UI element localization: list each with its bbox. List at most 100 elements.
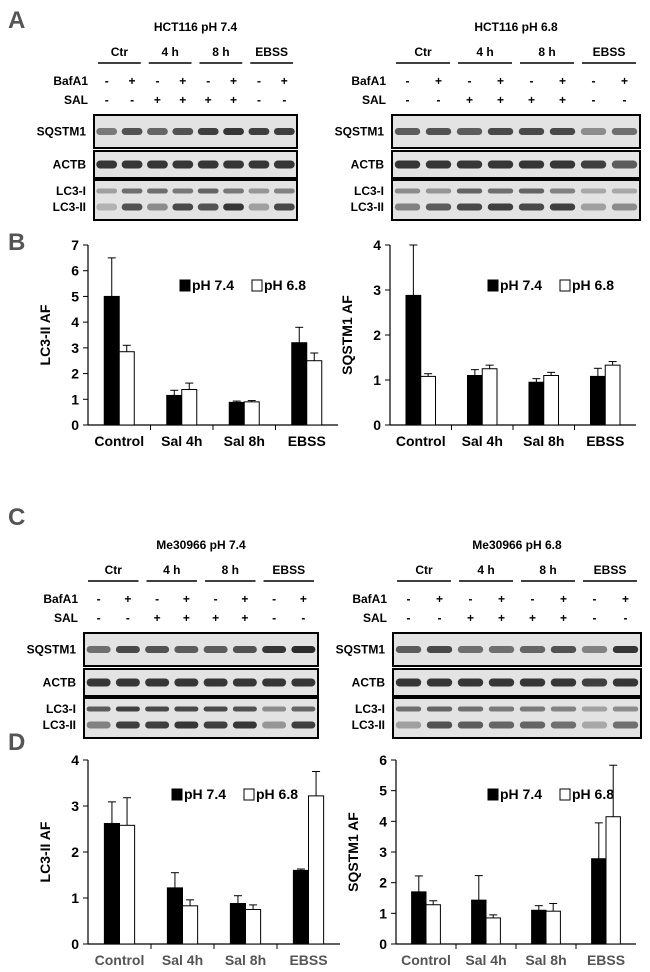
x-tick-label: Sal 4h xyxy=(465,952,506,968)
sal-sign: + xyxy=(559,93,566,107)
x-tick-label: EBSS xyxy=(288,433,326,449)
bafa1-sign: - xyxy=(257,74,261,88)
blot-band xyxy=(86,678,111,687)
bar xyxy=(181,389,198,426)
lc3ii-label: LC3-II xyxy=(53,200,86,214)
legend: pH 7.4 pH 6.8 xyxy=(179,277,306,293)
y-tick-label: 2 xyxy=(373,327,381,343)
sal-sign: - xyxy=(593,611,597,625)
blot-band xyxy=(581,721,608,729)
y-tick-label: 3 xyxy=(71,340,79,356)
panel-letter: B xyxy=(8,229,25,256)
sal-sign: + xyxy=(466,93,473,107)
blot-band xyxy=(426,678,453,687)
y-tick-label: 3 xyxy=(379,844,387,860)
bar xyxy=(605,816,621,945)
sal-sign: + xyxy=(467,611,474,625)
blot-band xyxy=(488,646,515,653)
blot-group-label: EBSS xyxy=(272,563,305,577)
blot-band xyxy=(232,706,257,712)
sal-sign: + xyxy=(498,611,505,625)
blot-band xyxy=(518,128,545,135)
blot-band xyxy=(519,721,546,729)
bafa1-sign: + xyxy=(435,74,442,88)
bafa1-sign: - xyxy=(272,592,276,606)
blot-band xyxy=(549,203,576,211)
blot-band xyxy=(395,678,422,687)
blot-band xyxy=(395,646,422,653)
x-tick-label: Sal 4h xyxy=(162,952,203,968)
blot-band xyxy=(248,188,270,194)
actb-label: ACTB xyxy=(351,158,385,172)
legend-label: pH 7.4 xyxy=(500,786,542,802)
bar xyxy=(245,909,262,945)
blot-band xyxy=(581,678,608,687)
blot-band xyxy=(174,721,199,729)
sal-sign: - xyxy=(130,93,134,107)
blot-band xyxy=(487,203,514,211)
bafa1-sign: + xyxy=(498,592,505,606)
blot-strip xyxy=(93,179,298,221)
bafa1-sign: - xyxy=(469,592,473,606)
bar-chart-3: 0 1 2 3 4 LC3-II AF Control Sal 4h Sal 8h EBSS pH … xyxy=(37,752,340,968)
blot-band xyxy=(519,678,546,687)
blot-band xyxy=(611,160,638,169)
bar xyxy=(528,381,545,426)
bafa1-sign: + xyxy=(560,592,567,606)
blot-band xyxy=(580,203,607,211)
legend-label: pH 7.4 xyxy=(184,786,226,802)
blot-band xyxy=(248,128,270,135)
blot-band xyxy=(96,203,118,211)
bar xyxy=(166,887,184,945)
bar xyxy=(291,342,308,426)
blot-band xyxy=(172,128,194,135)
blot-band xyxy=(147,188,168,194)
blot-group-label: 8 h xyxy=(212,45,229,59)
bar xyxy=(405,294,422,426)
lc3i-label: LC3-I xyxy=(354,184,384,198)
x-tick-label: Sal 8h xyxy=(523,433,564,449)
sal-sign: + xyxy=(212,611,219,625)
blot-band xyxy=(612,706,639,712)
blot-band xyxy=(580,128,607,135)
bafa1-sign: - xyxy=(105,74,109,88)
blot-title: HCT116 pH 7.4 xyxy=(154,20,238,34)
y-tick-label: 2 xyxy=(71,844,79,860)
blot-band xyxy=(121,160,143,169)
blot-title: Me30966 pH 7.4 xyxy=(156,538,246,552)
bafa1-sign: - xyxy=(155,74,159,88)
legend-swatch xyxy=(487,788,499,801)
blot-group-label: 8 h xyxy=(538,45,555,59)
blot-title: Me30966 pH 6.8 xyxy=(472,538,562,552)
x-tick-label: Sal 4h xyxy=(161,433,202,449)
y-tick-label: 1 xyxy=(71,391,79,407)
blot-band xyxy=(203,646,228,653)
blot-band xyxy=(550,721,577,729)
legend-label: pH 6.8 xyxy=(264,277,306,293)
blot-band xyxy=(121,188,143,194)
blot-band xyxy=(223,203,244,211)
blot-strip-frame xyxy=(391,114,641,149)
blot-band xyxy=(174,706,199,712)
blot-band xyxy=(197,128,219,135)
sal-sign: - xyxy=(623,93,627,107)
blot-band xyxy=(273,203,295,211)
blot-band xyxy=(273,160,295,169)
x-tick-label: Control xyxy=(95,952,145,968)
western-blot-4: Me30966 pH 6.8 Ctr 4 h 8 h EBSS BafA1 SAL - - + - -… xyxy=(336,538,642,739)
sal-sign: - xyxy=(97,611,101,625)
blot-band xyxy=(550,646,577,653)
blot-band xyxy=(611,128,638,135)
blot-band xyxy=(145,721,170,729)
y-tick-label: 1 xyxy=(71,890,79,906)
blot-group-label: EBSS xyxy=(593,45,626,59)
sal-label: SAL xyxy=(363,611,387,625)
blot-band xyxy=(581,646,608,653)
blot-band xyxy=(147,160,168,169)
legend-swatch xyxy=(487,279,499,292)
blot-band xyxy=(223,128,244,135)
blot-group-label: 4 h xyxy=(476,45,493,59)
bar xyxy=(604,364,621,426)
blot-band xyxy=(262,706,287,712)
y-tick-label: 3 xyxy=(373,282,381,298)
